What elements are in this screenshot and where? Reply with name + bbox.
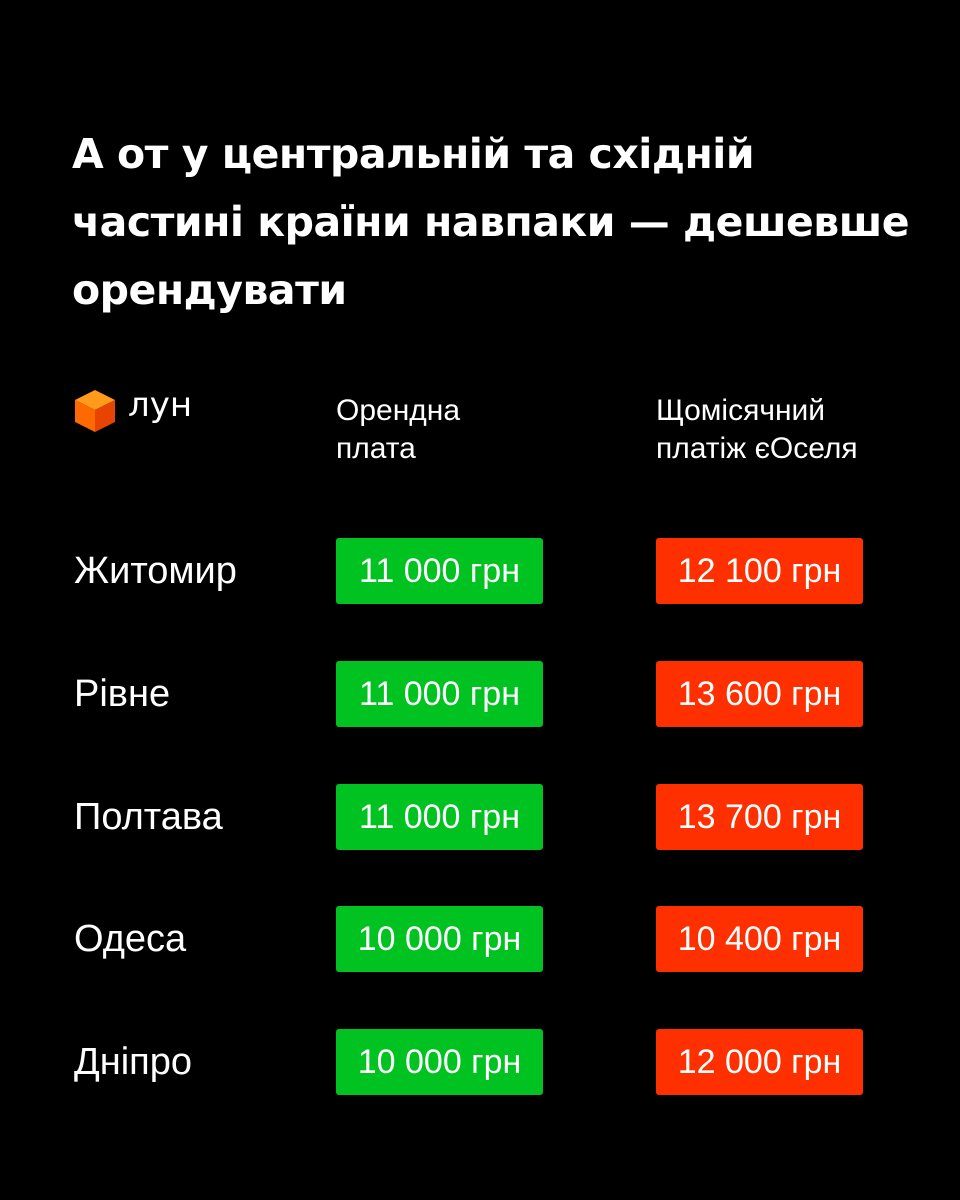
column-header-rent: Орендна плата: [336, 394, 461, 465]
rent-value: 10 000 грн: [336, 906, 543, 972]
mortgage-value: 13 600 грн: [656, 661, 863, 727]
mortgage-value: 12 000 грн: [656, 1029, 863, 1095]
logo-text: лун: [128, 385, 193, 425]
mortgage-value: 10 400 грн: [656, 906, 863, 972]
logo: лун: [72, 385, 193, 434]
column-header-mortgage: Щомісячний платіж єОселя: [656, 394, 858, 465]
table-row: Полтава 11 000 грн 13 700 грн: [0, 784, 960, 850]
mortgage-value: 13 700 грн: [656, 784, 863, 850]
table-row: Одеса 10 000 грн 10 400 грн: [0, 906, 960, 972]
rent-value: 11 000 грн: [336, 784, 543, 850]
table-row: Дніпро 10 000 грн 12 000 грн: [0, 1029, 960, 1095]
rent-value: 11 000 грн: [336, 538, 543, 604]
page-title: А от у центральній та східній частині кр…: [72, 130, 910, 314]
table-row: Житомир 11 000 грн 12 100 грн: [0, 538, 960, 604]
rent-value: 11 000 грн: [336, 661, 543, 727]
table-row: Рівне 11 000 грн 13 600 грн: [0, 661, 960, 727]
city-name: Житомир: [74, 550, 237, 592]
rent-value: 10 000 грн: [336, 1029, 543, 1095]
city-name: Полтава: [74, 796, 223, 838]
city-name: Дніпро: [74, 1041, 193, 1083]
orange-cube-icon: [75, 390, 115, 432]
city-name: Рівне: [74, 673, 171, 715]
city-name: Одеса: [74, 918, 187, 960]
mortgage-value: 12 100 грн: [656, 538, 863, 604]
